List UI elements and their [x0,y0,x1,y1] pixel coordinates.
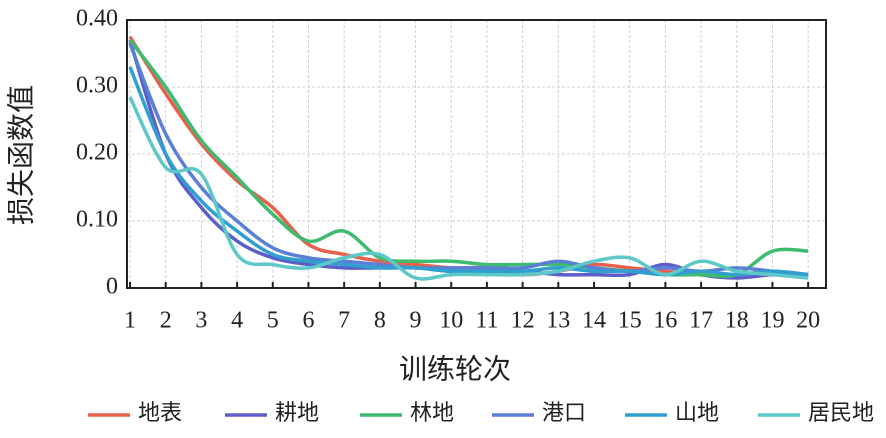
x-tick-label: 8 [374,308,386,334]
y-tick-label: 0.10 [76,207,118,233]
x-tick-label: 1 [124,308,136,334]
x-tick-label: 9 [410,308,422,334]
legend-label: 港口 [542,400,586,425]
x-tick-label: 14 [582,308,606,334]
y-axis-label: 损失函数值 [5,85,37,225]
x-tick-label: 12 [511,308,535,334]
x-tick-label: 20 [796,308,820,334]
x-tick-label: 6 [302,308,314,334]
y-tick-label: 0.40 [76,6,118,32]
x-tick-label: 7 [338,308,350,334]
x-tick-label: 11 [475,308,498,334]
legend-label: 山地 [675,400,719,425]
line-series [128,96,809,281]
x-tick-label: 4 [231,308,243,334]
legend-label: 居民地 [808,400,874,425]
plot-frame [126,19,827,289]
x-tick-label: 18 [725,308,749,334]
x-tick-label: 3 [195,308,207,334]
y-tick-label: 0.20 [76,140,118,166]
x-tick-label: 5 [267,308,279,334]
x-tick-label: 17 [689,308,713,334]
x-tick-label: 2 [160,308,172,334]
x-tick-label: 19 [760,308,784,334]
x-tick-label: 10 [439,308,463,334]
x-tick-label: 16 [653,308,677,334]
line-series [128,66,809,277]
y-tick-label: 0 [106,274,118,300]
x-tick-label: 13 [546,308,570,334]
line-series [128,42,809,277]
line-series [128,39,809,279]
legend-label: 地表 [138,400,182,425]
y-tick-label: 0.30 [76,73,118,99]
x-axis-label: 训练轮次 [399,353,511,385]
legend-label: 耕地 [275,400,319,425]
x-tick-label: 15 [618,308,642,334]
legend-label: 林地 [410,400,454,425]
